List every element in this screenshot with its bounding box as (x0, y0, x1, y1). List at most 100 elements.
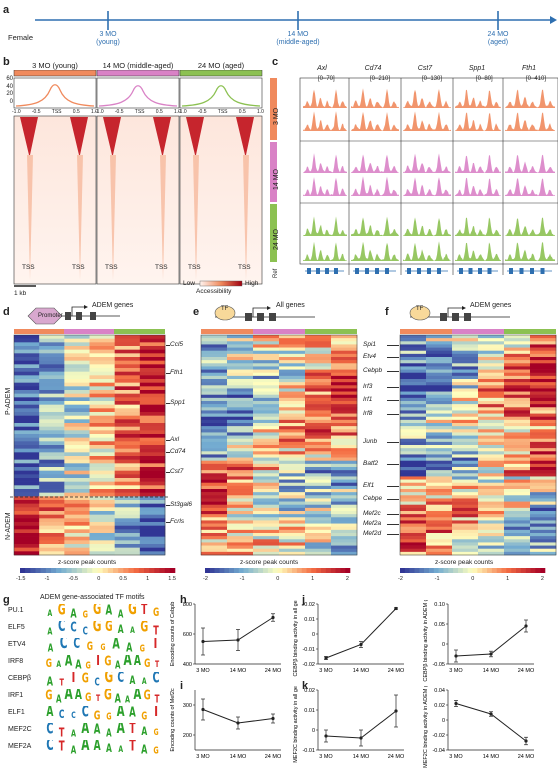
panel-b-graphic (13, 70, 263, 287)
y-tick-label: 0.01 (304, 708, 315, 714)
panel-b-bar-middle (96, 70, 180, 77)
heatmap-x-label: TSS (188, 264, 201, 271)
timeline-label-24mo: 24 MO (aged) (487, 31, 509, 46)
axes: 400 600 800 3 MO 14 MO 24 MO (183, 602, 282, 674)
y-tick-label: -0.02 (302, 662, 315, 668)
y-tick-label: 0.02 (304, 602, 315, 608)
tf-gene-label: Irf3 (363, 383, 373, 390)
data-point (489, 652, 493, 656)
x-tick-label: 14 MO (483, 754, 500, 760)
track-ref-label: Ref (273, 268, 279, 278)
x-tick-label: 24 MO (388, 754, 405, 760)
track-range-label: [0–130] (422, 76, 443, 82)
panel-label-f: f (385, 306, 389, 318)
data-point (524, 739, 528, 743)
heatmap-f-header-middle (452, 329, 504, 334)
tf-gene-label: Cebpe (363, 495, 383, 502)
panel-label-g: g (3, 594, 10, 606)
panel-b-header-middle: 14 MO (middle-aged) (102, 61, 174, 70)
data-point (271, 615, 275, 620)
data-point (271, 716, 275, 721)
motif-name: MEF2C (8, 726, 32, 733)
gene-mark-label: Ccl5 (170, 341, 184, 348)
region-label-p-adem: P-ADEM (5, 387, 12, 415)
panel-d-graphic (10, 305, 168, 556)
panel-f-legend (400, 568, 546, 573)
y-axis-label: Encoding counts of Mef2c (170, 688, 176, 752)
y-tick-label: -0.01 (302, 748, 315, 754)
accessibility-legend-title: Accessibility (196, 288, 232, 295)
x-tick-label: 24 MO (388, 668, 405, 674)
tf-gene-label: Junb (363, 438, 378, 445)
promoter-schematic (27, 305, 120, 325)
tf-gene-label: Spi1 (363, 341, 377, 348)
x-tick-label: 14 MO (230, 754, 247, 760)
panel-e-legend-title: z-score peak counts (240, 559, 299, 566)
panel-label-d: d (3, 306, 10, 318)
heatmap-e-header-young (201, 329, 253, 334)
line-chart-k2: -0.04 -0.02 0 0.02 0.04 3 MO 14 MO 24 MO MEF2C b… (423, 686, 535, 768)
y-axis-label: Encoding counts of Cebpb (170, 602, 176, 667)
heatmap-d-header-aged (114, 329, 165, 334)
axes: -0.05 0 0.05 0.10 3 MO 14 MO 24 MO (432, 602, 535, 674)
accessibility-legend-bar (199, 280, 243, 287)
track-group-24mo: 24 MO (273, 228, 280, 250)
y-tick-label: -0.04 (432, 748, 445, 754)
timeline (35, 11, 557, 30)
tf-shape (214, 305, 236, 321)
motif-name: ELF1 (8, 709, 25, 716)
data-point (201, 639, 205, 644)
data-point (324, 656, 328, 660)
data-point (524, 624, 528, 628)
accessibility-legend-low: Low (183, 280, 195, 287)
timeline-label-3mo: 3 MO (young) (96, 31, 120, 46)
heatmap-x-label: TSS (22, 264, 35, 271)
tf-gene-arrow (387, 345, 399, 346)
y-tick-label: 0.01 (304, 617, 315, 623)
tf-gene-arrow (387, 387, 399, 388)
track-gene-label: Spp1 (468, 65, 486, 72)
panel-d-legend-ticks: -1.5 -1 -0.5 0 0.5 1 1.5 (16, 576, 176, 582)
x-tick-label: 3 MO (319, 754, 333, 760)
tf-gene-arrow (387, 486, 399, 487)
heatmap-e-header-aged (305, 329, 357, 334)
x-tick-label: 3 MO (449, 668, 463, 674)
heatmap-x-label: TSS (155, 264, 168, 271)
motif-name: ELF5 (8, 624, 25, 631)
panel-e-gene-label: All genes (276, 302, 305, 309)
gene-mark-tick (166, 373, 170, 374)
tf-label-e: TF (221, 306, 229, 312)
axes: -0.02 -0.01 0 0.01 0.02 3 MO 14 MO 24 MO (302, 602, 405, 674)
panel-b-bar-young (13, 70, 97, 77)
tf-gene-label: Mef2a (363, 520, 382, 527)
axes: -0.01 0 0.01 0.02 3 MO 14 MO 24 MO (302, 688, 405, 760)
track-group-3mo: 3 MO (273, 107, 280, 125)
y-axis-label: CEBPβ binding activity in all genes (293, 600, 299, 677)
gene-mark-tick (166, 522, 170, 523)
track-range-label: [0–410] (526, 76, 547, 82)
gene-mark-label: Fth1 (170, 369, 184, 376)
heatmap-f-header-aged (504, 329, 556, 334)
y-tick-label: -0.01 (302, 647, 315, 653)
gene-mark-tick (166, 440, 170, 441)
x-tick-label: 24 MO (265, 668, 282, 674)
tf-gene-label: Cebpb (363, 367, 383, 374)
x-tick-label: 24 MO (518, 668, 535, 674)
tf-gene-arrow (387, 371, 399, 372)
track-gene-label: Cd74 (364, 65, 382, 72)
y-tick-label: 0.02 (434, 703, 445, 709)
panel-label-i: i (180, 680, 184, 692)
y-tick-label: 0 (312, 632, 315, 638)
data-point (359, 736, 363, 740)
panel-f-graphic (399, 305, 557, 556)
heatmap-x-label: TSS (105, 264, 118, 271)
tf-gene-arrow (387, 524, 399, 525)
timeline-sex: Female (8, 33, 34, 42)
panel-b-x-ticks-aged: -1.0 -0.5 TSS 0.5 1.0 (178, 109, 264, 115)
